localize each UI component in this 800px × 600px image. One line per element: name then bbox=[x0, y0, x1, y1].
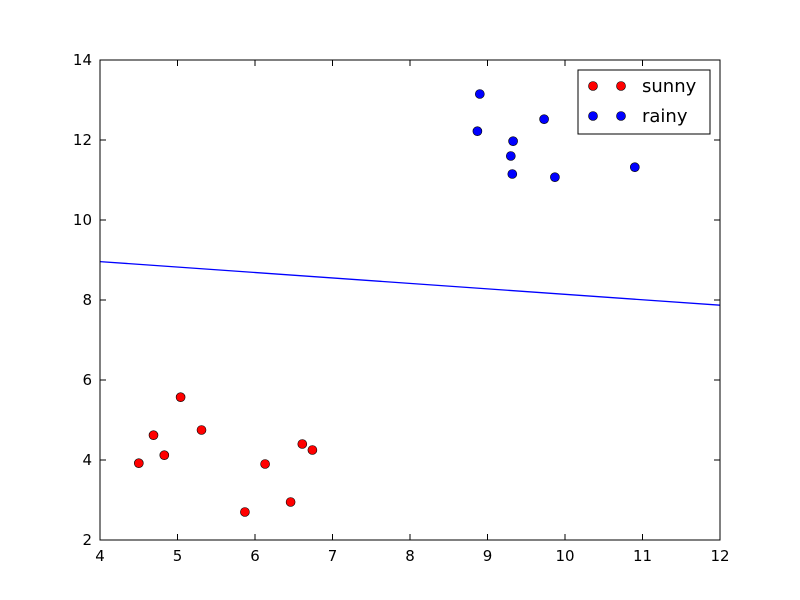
x-tick-label-3: 7 bbox=[328, 547, 338, 565]
line-layer bbox=[99, 260, 721, 306]
point-sunny-4 bbox=[196, 425, 207, 435]
point-sunny-8 bbox=[297, 439, 308, 449]
point-rainy-0 bbox=[472, 126, 483, 136]
y-tick-label-0: 2 bbox=[82, 531, 92, 549]
point-sunny-9 bbox=[307, 445, 318, 455]
x-tick-label-4: 8 bbox=[405, 547, 415, 565]
point-sunny-0 bbox=[134, 458, 144, 469]
point-rainy-6 bbox=[550, 172, 560, 182]
point-sunny-2 bbox=[159, 450, 170, 461]
legend: sunny rainy bbox=[577, 69, 711, 135]
x-tick-label-2: 6 bbox=[250, 547, 260, 565]
point-sunny-1 bbox=[148, 430, 159, 441]
line-0 bbox=[99, 260, 721, 306]
plot-frame bbox=[99, 59, 721, 541]
legend-label-rainy: rainy bbox=[642, 106, 688, 127]
point-rainy-7 bbox=[629, 162, 640, 172]
x-tick-label-5: 9 bbox=[483, 547, 493, 565]
y-tick-label-2: 6 bbox=[82, 371, 92, 389]
point-rainy-1 bbox=[474, 89, 485, 99]
legend-marker-sunny-right bbox=[616, 81, 626, 91]
y-tick-label-1: 4 bbox=[82, 451, 92, 469]
point-rainy-3 bbox=[507, 169, 518, 179]
plot-area bbox=[100, 60, 720, 540]
y-tick-label-3: 8 bbox=[82, 291, 92, 309]
x-tick-label-6: 10 bbox=[555, 547, 574, 565]
legend-marker-sunny-left bbox=[588, 81, 598, 91]
point-sunny-6 bbox=[260, 459, 270, 469]
points-layer bbox=[134, 89, 640, 517]
point-sunny-3 bbox=[175, 392, 186, 403]
legend-label-sunny: sunny bbox=[642, 76, 697, 97]
legend-marker-rainy-left bbox=[588, 111, 598, 121]
x-tick-label-0: 4 bbox=[95, 547, 105, 565]
x-tick-label-7: 11 bbox=[633, 547, 652, 565]
legend-marker-rainy-right bbox=[616, 111, 626, 121]
point-rainy-5 bbox=[539, 114, 549, 124]
x-tick-label-8: 12 bbox=[710, 547, 729, 565]
y-tick-label-6: 14 bbox=[73, 51, 92, 69]
x-tick-label-1: 5 bbox=[173, 547, 183, 565]
legend-box bbox=[577, 69, 711, 135]
y-tick-label-5: 12 bbox=[73, 131, 92, 149]
point-rainy-2 bbox=[505, 151, 516, 161]
point-sunny-5 bbox=[240, 507, 250, 517]
y-tick-label-4: 10 bbox=[73, 211, 92, 229]
point-sunny-7 bbox=[285, 497, 296, 507]
point-rainy-4 bbox=[508, 136, 518, 146]
